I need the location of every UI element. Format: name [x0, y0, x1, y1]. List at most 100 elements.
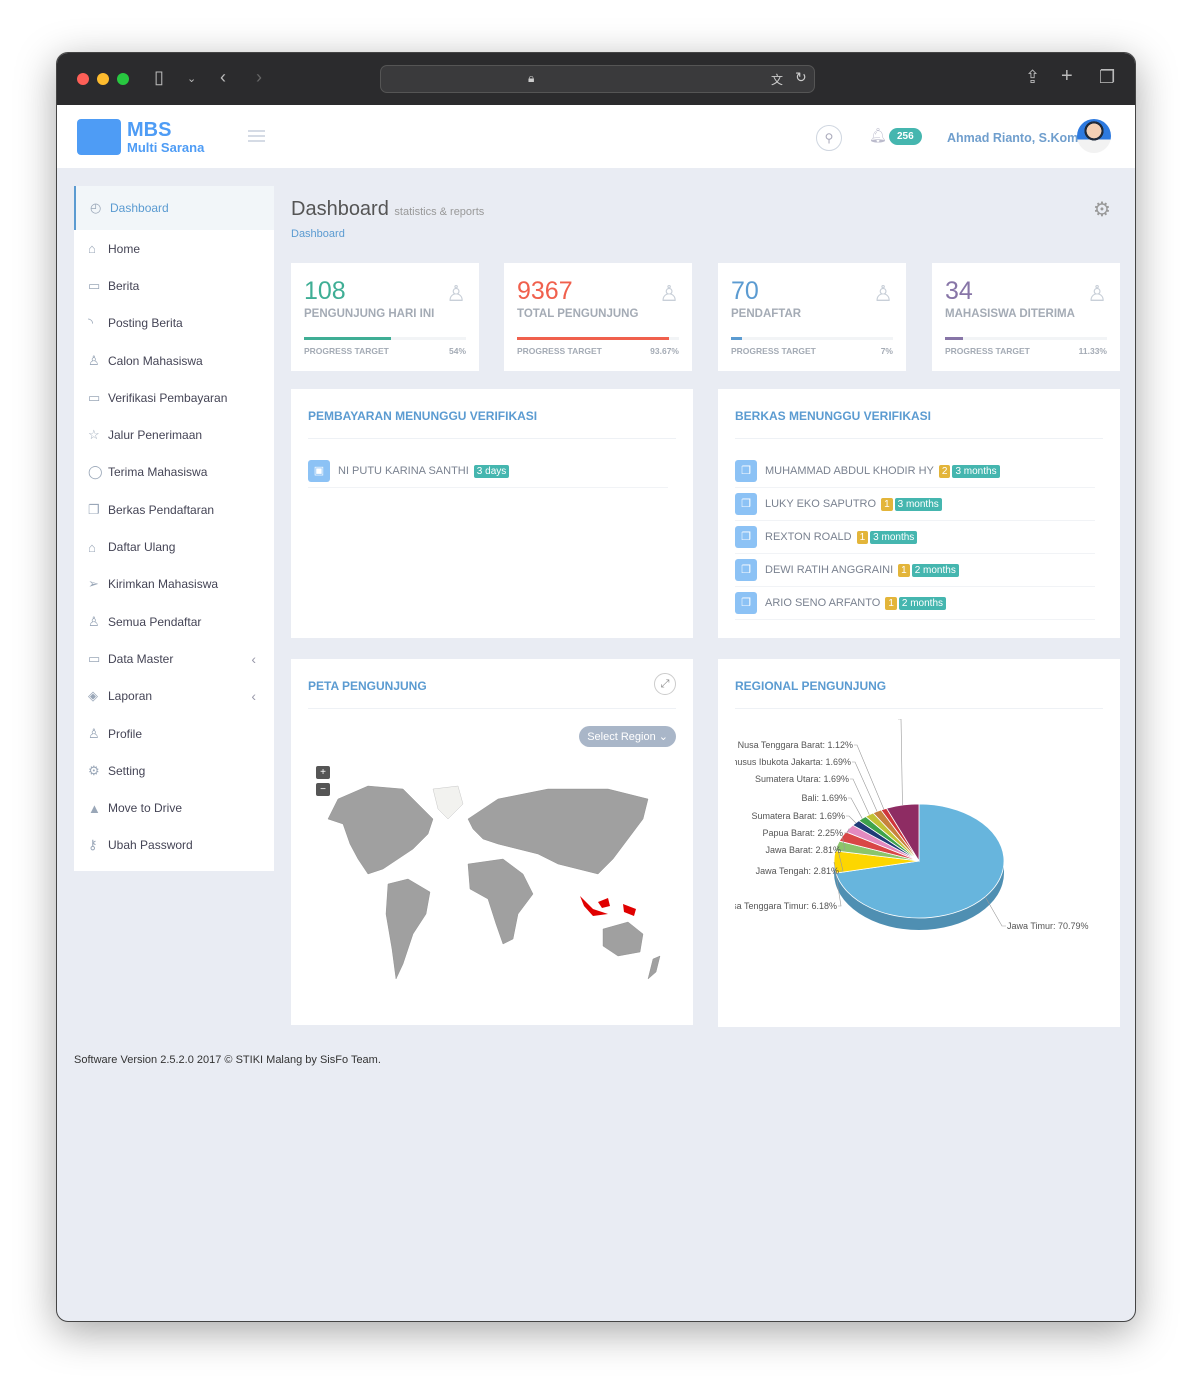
map-zoom-in-button[interactable]: + — [316, 766, 330, 779]
stat-card: 108 PENGUNJUNG HARI INI ♙ PROGRESS TARGE… — [291, 263, 479, 371]
search-icon[interactable]: ⚲ — [816, 125, 842, 151]
gear-icon[interactable]: ⚙ — [1093, 199, 1111, 221]
progress-bar — [517, 337, 679, 340]
fullscreen-icon[interactable]: ⤢ — [654, 673, 676, 695]
pie-slice[interactable] — [885, 803, 920, 863]
sidebar-item-dashboard[interactable]: ◴ Dashboard — [74, 186, 274, 230]
stat-label: MAHASISWA DITERIMA — [945, 308, 1075, 320]
breadcrumb[interactable]: Dashboard — [291, 228, 345, 240]
stat-label: TOTAL PENGUNJUNG — [517, 308, 639, 320]
back-icon[interactable]: ‹ — [220, 67, 226, 87]
sidebar-icon[interactable]: ▯ — [154, 67, 164, 87]
user-name[interactable]: Ahmad Rianto, S.Kom — [947, 131, 1079, 145]
minimize-window-button[interactable] — [97, 73, 109, 85]
list-item[interactable]: ❐ REXTON ROALD 1 3 months — [735, 521, 1095, 554]
sidebar-item-label: Dashboard — [110, 201, 169, 215]
applicant-name: DEWI RATIH ANGGRAINI — [765, 564, 894, 576]
sidebar-item-calon-mahasiswa[interactable]: ♙ Calon Mahasiswa — [74, 342, 274, 379]
map-zoom-out-button[interactable]: − — [316, 783, 330, 796]
count-badge: 1 — [885, 596, 897, 610]
drive-icon: ▲ — [88, 800, 101, 816]
time-badge: 2 months — [911, 563, 959, 577]
world-map[interactable] — [308, 774, 678, 989]
user-icon: ♙ — [88, 352, 100, 368]
progress-bar — [304, 337, 466, 340]
applicant-name: ARIO SENO ARFANTO — [765, 597, 881, 609]
sidebar-item-home[interactable]: ⌂ Home — [74, 230, 274, 267]
notification-badge[interactable]: 256 — [889, 128, 922, 145]
avatar[interactable] — [1077, 119, 1111, 153]
sidebar-item-data-master[interactable]: ▭ Data Master ‹ — [74, 640, 274, 677]
sidebar-item-semua-pendaftar[interactable]: ♙ Semua Pendaftar — [74, 603, 274, 640]
sidebar-item-verifikasi-pembayaran[interactable]: ▭ Verifikasi Pembayaran — [74, 379, 274, 416]
map-panel: PETA PENGUNJUNG ⤢ Select Region ⌄ + − — [291, 659, 693, 1025]
brand-subtitle: Multi Sarana — [127, 139, 205, 155]
address-bar[interactable]: 🔒︎ 文 ↻ — [380, 65, 815, 93]
stat-value: 34 — [945, 277, 973, 305]
map-greenland — [432, 785, 464, 820]
payer-name: NI PUTU KARINA SANTHI — [338, 465, 469, 477]
share-icon[interactable]: ⇪ — [1025, 67, 1041, 87]
sidebar-item-laporan[interactable]: ◈ Laporan ‹ — [74, 678, 274, 715]
list-item[interactable]: ❐ ARIO SENO ARFANTO 1 2 months — [735, 587, 1095, 620]
pie-slice[interactable] — [835, 803, 1005, 919]
menu-toggle-icon[interactable] — [248, 130, 265, 145]
list-item[interactable]: ❐ DEWI RATIH ANGGRAINI 1 2 months — [735, 554, 1095, 587]
bell-icon[interactable]: 🔔︎ — [869, 127, 887, 143]
sidebar-item-kirimkan-mahasiswa[interactable]: ➢ Kirimkan Mahasiswa — [74, 566, 274, 603]
sidebar-item-berkas-pendaftaran[interactable]: ❐ Berkas Pendaftaran — [74, 491, 274, 528]
sidebar-item-profile[interactable]: ♙ Profile — [74, 715, 274, 752]
list-item[interactable]: ❐ LUKY EKO SAPUTRO 1 3 months — [735, 488, 1095, 521]
progress-label: PROGRESS TARGET — [731, 346, 816, 356]
pie-data-label: Jawa Barat: 2.81% — [765, 845, 841, 855]
time-badge: 2 months — [898, 596, 947, 610]
chevron-left-icon[interactable]: ‹ — [251, 688, 256, 705]
sidebar-item-terima-mahasiswa[interactable]: ◯ Terima Mahasiswa — [74, 454, 274, 491]
progress-label: PROGRESS TARGET — [945, 346, 1030, 356]
sidebar-item-daftar-ulang[interactable]: ⌂ Daftar Ulang — [74, 528, 274, 565]
pie-leader-line — [898, 719, 903, 806]
reload-icon[interactable]: ↻ — [795, 69, 807, 85]
time-badge: 3 months — [870, 530, 918, 544]
close-window-button[interactable] — [77, 73, 89, 85]
map-africa — [467, 858, 534, 945]
translate-icon[interactable]: 文 — [771, 73, 784, 87]
pie-leader-line — [850, 778, 870, 815]
list-item[interactable]: ❐ MUHAMMAD ABDUL KHODIR HY 2 3 months — [735, 455, 1095, 488]
maximize-window-button[interactable] — [117, 73, 129, 85]
pie-leader-line — [848, 797, 863, 819]
applicant-name: REXTON ROALD — [765, 531, 852, 543]
sidebar-item-setting[interactable]: ⚙ Setting — [74, 752, 274, 789]
forward-icon[interactable]: › — [256, 67, 262, 87]
sidebar-item-ubah-password[interactable]: ⚷ Ubah Password — [74, 827, 274, 864]
sidebar-item-jalur-penerimaan[interactable]: ☆ Jalur Penerimaan — [74, 416, 274, 453]
sidebar-item-move-to-drive[interactable]: ▲ Move to Drive — [74, 789, 274, 826]
chevron-left-icon[interactable]: ‹ — [251, 650, 256, 667]
stat-value: 108 — [304, 277, 346, 305]
list-item[interactable]: ▣ NI PUTU KARINA SANTHI 3 days — [308, 455, 668, 488]
sidebar-item-label: Verifikasi Pembayaran — [108, 390, 228, 405]
user-icon: ♙ — [873, 281, 893, 306]
sidebar-item-berita[interactable]: ▭ Berita — [74, 267, 274, 304]
user-follow-icon: ♙ — [88, 613, 100, 629]
time-badge: 3 months — [894, 497, 942, 511]
lock-icon: 🔒︎ — [528, 71, 535, 85]
map-europe-asia — [467, 788, 649, 875]
page-title: Dashboard statistics & reports — [291, 198, 484, 221]
progress-value: 93.67% — [650, 346, 679, 356]
tabs-icon[interactable]: ❐ — [1099, 67, 1116, 87]
new-tab-icon[interactable]: + — [1061, 65, 1073, 87]
chevron-down-icon[interactable]: ⌄ — [187, 73, 197, 85]
map-north-america — [327, 785, 434, 875]
comment-icon: ▭ — [88, 277, 101, 293]
browser-window: ▯ ⌄ ‹ › 🔒︎ 文 ↻ ⇪ + ❐ MBS Multi Sarana ⚲ … — [56, 52, 1136, 1322]
sidebar-item-label: Semua Pendaftar — [108, 614, 202, 629]
select-region-label: Select Region — [587, 731, 656, 743]
logo[interactable]: MBS Multi Sarana — [77, 119, 204, 155]
stat-value: 70 — [731, 277, 759, 305]
select-region-dropdown[interactable]: Select Region ⌄ — [579, 726, 676, 747]
time-badge: 3 months — [952, 464, 1000, 478]
pie-data-label: Jawa Tengah: 2.81% — [756, 866, 839, 876]
home-icon: ⌂ — [88, 241, 96, 257]
sidebar-item-posting-berita[interactable]: ◝ Posting Berita — [74, 305, 274, 342]
